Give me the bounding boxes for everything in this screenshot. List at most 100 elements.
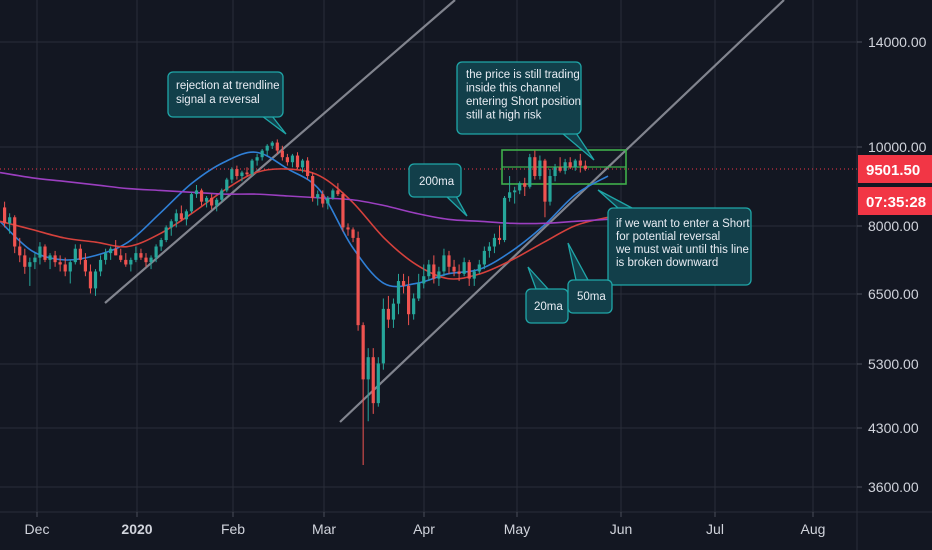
candle-body [295, 155, 300, 168]
candle-body [563, 162, 567, 171]
label-50ma[interactable]: 50ma [567, 242, 613, 314]
candle [442, 248, 446, 277]
candle-body [371, 357, 375, 404]
candle-body [306, 160, 310, 177]
candle [270, 140, 274, 149]
candle [63, 257, 67, 277]
candle [194, 184, 199, 198]
note-channel[interactable]: the price is still trading inside this ch… [456, 61, 595, 161]
upper-trendline[interactable] [104, 0, 456, 304]
candle [260, 148, 264, 161]
x-tick-label: Feb [221, 521, 245, 537]
candle [366, 348, 370, 422]
candle [326, 196, 330, 210]
candle [533, 150, 537, 180]
candle [78, 244, 82, 265]
y-tick-label: 3600.00 [868, 479, 919, 495]
lower-trendline[interactable] [339, 0, 785, 423]
candle-body [83, 259, 87, 272]
ma-line-50ma [0, 168, 609, 280]
candle [437, 266, 441, 286]
candle-body [351, 229, 355, 238]
candle-body [477, 264, 481, 272]
candle-body [250, 160, 254, 175]
candle-body [53, 255, 57, 263]
candle-body [179, 213, 183, 220]
candle-body [316, 194, 320, 198]
candle [154, 244, 158, 263]
note-rejection[interactable]: rejection at trendline signal a reversal [167, 71, 287, 135]
candle [447, 250, 451, 274]
candle [235, 165, 239, 180]
candle-body [270, 142, 274, 146]
label-200ma-box [408, 163, 462, 198]
candle-body [361, 325, 365, 380]
countdown-value: 07:35:28 [866, 194, 926, 211]
candle [164, 225, 168, 243]
candle [210, 194, 214, 210]
note-short-box [607, 207, 752, 286]
label-200ma[interactable]: 200ma [408, 163, 468, 217]
candle-body [220, 190, 224, 200]
time-axis[interactable]: Dec 2020 Feb Mar Apr May Jun Jul Aug [0, 511, 932, 537]
candle [134, 246, 138, 263]
candle-body [169, 221, 173, 228]
y-tick-label: 10000.00 [868, 139, 927, 155]
candle [396, 273, 401, 315]
candle-body [432, 264, 436, 279]
note-channel-box [456, 61, 582, 135]
candle-body [462, 262, 466, 274]
candle-body [144, 257, 148, 263]
candle-body [255, 157, 259, 161]
price-badges: 9501.50 07:35:28 [858, 155, 932, 216]
candle-body [528, 157, 532, 187]
candles [3, 139, 587, 466]
candle-body [104, 253, 108, 260]
candle [48, 253, 52, 270]
x-tick-label: Aug [801, 521, 826, 537]
candle-body [13, 217, 17, 247]
candle-body [189, 194, 194, 212]
candle [391, 298, 396, 328]
candle-body [3, 207, 7, 224]
candle-body [573, 160, 577, 168]
candle [518, 181, 522, 195]
candle [336, 183, 340, 197]
candle [356, 231, 360, 331]
candle-body [391, 303, 396, 320]
candle [230, 167, 234, 184]
candle-body [93, 271, 98, 289]
candle [245, 167, 249, 177]
candle [250, 158, 254, 177]
candle [497, 225, 502, 245]
annotations[interactable]: rejection at trendline signal a reversal t… [167, 61, 752, 324]
candle-body [386, 308, 390, 320]
x-tick-label: Jun [610, 521, 633, 537]
candle-body [427, 264, 431, 277]
ma-line-200ma [0, 171, 609, 225]
candle [432, 255, 436, 284]
candle [174, 209, 178, 228]
candle [502, 196, 507, 243]
candle [144, 253, 148, 267]
candle-body [336, 190, 340, 195]
candle [53, 250, 57, 267]
price-axis[interactable]: 14000.00 10000.00 8000.00 6500.00 5300.00 430… [856, 0, 927, 550]
candle-body [164, 227, 168, 241]
candle-body [215, 199, 219, 206]
candle [452, 259, 456, 277]
candle [422, 264, 426, 289]
candle [462, 257, 466, 277]
candle [38, 242, 42, 265]
moving-averages [0, 151, 609, 288]
candle [331, 188, 335, 200]
x-tick-label: Apr [413, 521, 435, 537]
candle-body [154, 246, 158, 258]
last-price-badge-bg [858, 155, 932, 184]
trendlines[interactable] [104, 0, 785, 423]
candle [295, 152, 300, 170]
candle [114, 240, 118, 256]
